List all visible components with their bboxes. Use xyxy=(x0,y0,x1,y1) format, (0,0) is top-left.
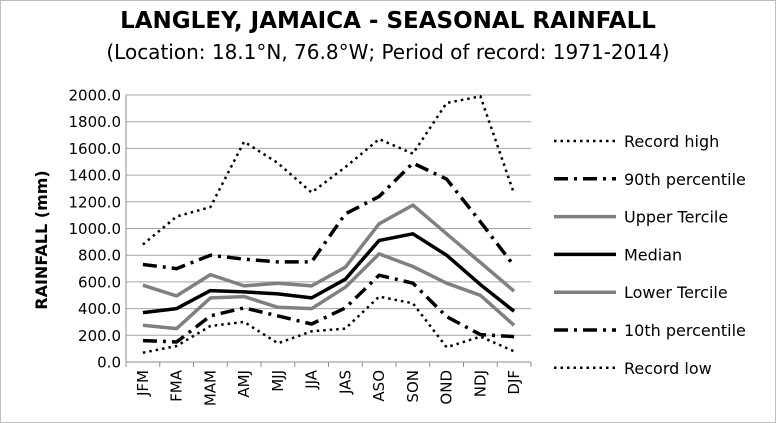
series-line-record-low xyxy=(142,295,515,354)
y-tick-label: 200.0 xyxy=(78,327,121,345)
series-lines xyxy=(142,95,516,354)
chart-title: LANGLEY, JAMAICA - SEASONAL RAINFALL xyxy=(120,8,656,34)
x-tick-label: JJA xyxy=(303,369,321,390)
y-tick-label: 1400.0 xyxy=(69,167,122,185)
legend-label-lower-tercile: Lower Tercile xyxy=(624,283,728,302)
y-tick-label: 1600.0 xyxy=(69,140,122,158)
y-tick-label: 0.0 xyxy=(97,354,121,372)
x-tick-label: ASO xyxy=(370,370,388,402)
legend-label-90th-percentile: 90th percentile xyxy=(624,170,746,189)
x-tick-label: SON xyxy=(404,370,422,403)
legend-label-10th-percentile: 10th percentile xyxy=(624,321,746,340)
legend-label-median: Median xyxy=(624,245,682,264)
series-line-median xyxy=(142,232,516,315)
x-tick-label: FMA xyxy=(168,369,186,402)
series-line-upper-tercile xyxy=(142,203,516,298)
x-tick-label: AMJ xyxy=(235,370,253,398)
series-line-record-high xyxy=(142,95,516,246)
x-tick-label: MAM xyxy=(201,370,219,406)
x-tick-label: NDJ xyxy=(471,370,489,397)
x-tick-label: OND xyxy=(438,370,456,405)
axes: 0.0 200.0 400.0 600.0 800.0 1000.0 1200.0 1400.… xyxy=(69,87,532,406)
legend-label-record-low: Record low xyxy=(624,359,712,378)
y-tick-label: 1800.0 xyxy=(69,113,122,131)
x-tick-label: MJJ xyxy=(269,370,287,392)
x-tick-label: JFM xyxy=(134,370,152,397)
x-tick-label: JAS xyxy=(336,370,354,395)
series-line-10th-percentile xyxy=(142,273,515,344)
y-tick-label: 400.0 xyxy=(78,300,121,318)
x-tick-label: DJF xyxy=(505,370,523,395)
y-tick-label: 2000.0 xyxy=(69,87,122,105)
y-axis-label: RAINFALL (mm) xyxy=(32,170,51,309)
y-tick-label: 1200.0 xyxy=(69,193,122,211)
y-tick-label: 1000.0 xyxy=(69,220,122,238)
legend-label-record-high: Record high xyxy=(624,132,719,151)
chart-subtitle: (Location: 18.1°N, 76.8°W; Period of rec… xyxy=(106,40,670,64)
y-tick-label: 600.0 xyxy=(78,273,121,291)
legend: Record high 90th percentile Upper Tercile M… xyxy=(554,132,746,378)
gridlines xyxy=(126,94,531,363)
y-tick-label: 800.0 xyxy=(78,247,121,265)
series-line-90th-percentile xyxy=(142,161,516,271)
series-line-lower-tercile xyxy=(142,252,516,331)
legend-label-upper-tercile: Upper Tercile xyxy=(624,208,728,227)
